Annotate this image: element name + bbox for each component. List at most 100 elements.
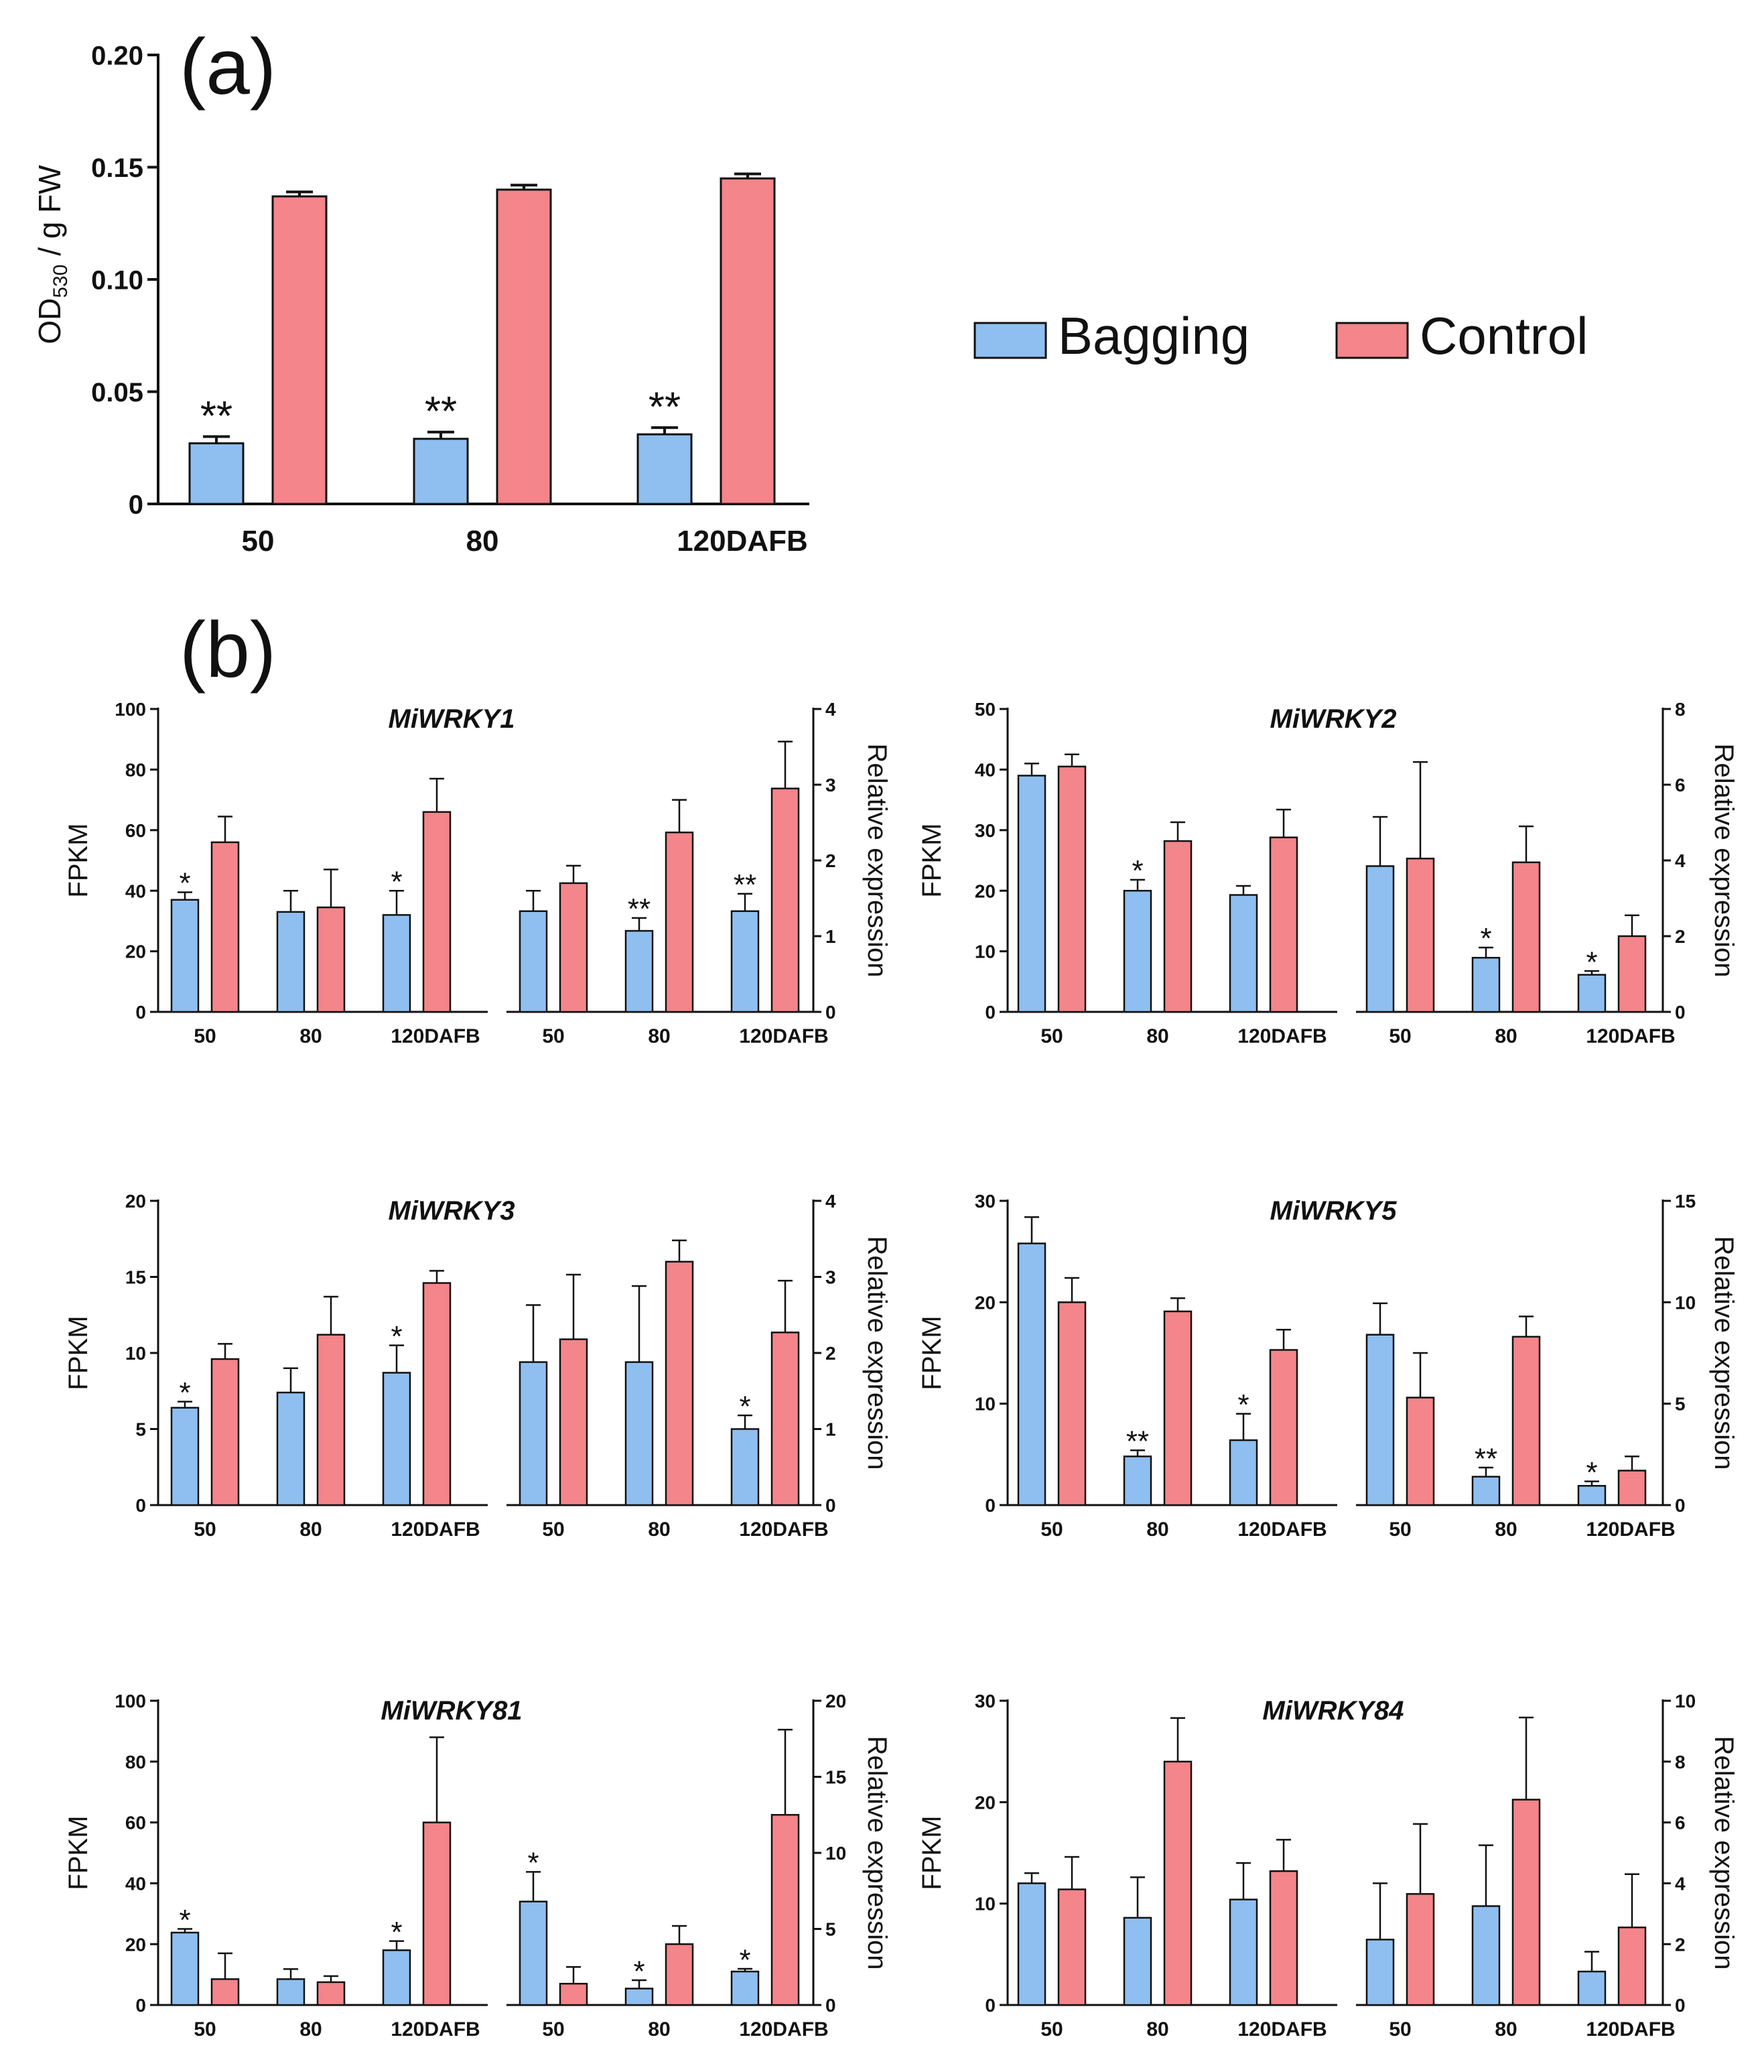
- relative-y-tick-label: 3: [825, 775, 836, 795]
- panel-a-y-tick-label: 0: [129, 490, 143, 519]
- relative-y-tick-label: 10: [825, 1843, 846, 1864]
- relative-bar-bagging: [519, 1900, 548, 2006]
- fpkm-y-tick-label: 20: [125, 1934, 146, 1955]
- relative-significance-mark: *: [739, 1390, 750, 1423]
- relative-category-label: 120DAFB: [739, 2018, 828, 2041]
- fpkm-category-label: 120DAFB: [1237, 1025, 1327, 1047]
- fpkm-y-tick-label: 0: [135, 1495, 146, 1516]
- fpkm-bar-control: [1269, 836, 1298, 1013]
- relative-y-tick-label: 0: [1675, 1495, 1686, 1516]
- fpkm-bar-control: [210, 1358, 240, 1506]
- panel-a-y-axis-label: OD530 / g FW: [32, 165, 72, 344]
- relative-category-label: 80: [648, 1025, 670, 1047]
- relative-significance-mark: *: [527, 1847, 539, 1880]
- fpkm-category-label: 120DAFB: [391, 1518, 480, 1541]
- fpkm-y-tick-label: 0: [985, 1495, 996, 1516]
- fpkm-axis-label: FPKM: [64, 823, 93, 897]
- relative-bar-bagging: [519, 910, 548, 1013]
- fpkm-y-tick-label: 60: [125, 820, 146, 841]
- relative-bar-bagging: [1471, 956, 1501, 1013]
- fpkm-category-label: 80: [299, 1518, 322, 1541]
- panel-a-bar-control: [496, 188, 552, 505]
- fpkm-axis-label: FPKM: [917, 1315, 947, 1390]
- relative-bar-bagging: [624, 1361, 654, 1506]
- relative-significance-mark: *: [1586, 946, 1597, 978]
- fpkm-y-tick-label: 50: [975, 699, 996, 720]
- relative-bar-control: [1511, 1799, 1541, 2006]
- fpkm-bar-bagging: [382, 914, 411, 1013]
- fpkm-category-label: 50: [194, 1518, 216, 1541]
- gene-title: MiWRKY81: [381, 1696, 522, 1726]
- relative-y-tick-label: 1: [825, 926, 836, 947]
- relative-significance-mark: **: [628, 893, 651, 925]
- relative-significance-mark: **: [734, 868, 756, 901]
- relative-expression-axis-label: Relative expression: [1709, 1736, 1739, 1969]
- fpkm-bar-control: [1163, 1310, 1193, 1506]
- relative-bar-control: [665, 1943, 694, 2006]
- relative-bar-control: [1511, 1336, 1541, 1506]
- relative-significance-mark: *: [739, 1943, 750, 1976]
- fpkm-y-tick-label: 30: [975, 1191, 996, 1212]
- fpkm-y-tick-label: 20: [975, 1792, 996, 1813]
- panel-a-bar-control: [271, 195, 328, 505]
- fpkm-axis-label: FPKM: [64, 1815, 93, 1890]
- fpkm-category-label: 50: [1040, 2018, 1063, 2041]
- relative-bar-bagging: [1365, 865, 1395, 1013]
- fpkm-y-tick-label: 30: [975, 1691, 996, 1711]
- fpkm-y-tick-label: 10: [975, 1394, 996, 1415]
- relative-bar-bagging: [1577, 974, 1607, 1013]
- fpkm-significance-mark: *: [179, 1904, 190, 1937]
- fpkm-axis-label: FPKM: [917, 1815, 947, 1890]
- relative-category-label: 120DAFB: [1586, 2018, 1675, 2041]
- fpkm-category-label: 80: [299, 2018, 322, 2041]
- panel-a: 0 0.05 0.10 0.15 0.20 ** ** ** 50 80 120DAFB (a) OD5…: [32, 23, 809, 558]
- relative-bar-control: [1511, 861, 1541, 1013]
- fpkm-y-tick-label: 0: [985, 1002, 996, 1023]
- panel-a-bar-bagging: [413, 438, 469, 505]
- relative-bar-control: [665, 831, 694, 1013]
- fpkm-bar-control: [1163, 840, 1193, 1013]
- fpkm-y-tick-label: 10: [975, 942, 996, 962]
- panel-a-bar-bagging: [188, 442, 245, 505]
- relative-expression-axis-label: Relative expression: [862, 1236, 892, 1470]
- relative-y-tick-label: 1: [825, 1419, 836, 1440]
- legend: Bagging Control: [973, 306, 1588, 365]
- fpkm-y-tick-label: 20: [125, 942, 146, 962]
- relative-y-tick-label: 2: [825, 1343, 836, 1364]
- legend-label-control: Control: [1420, 306, 1588, 365]
- relative-category-label: 80: [1495, 1518, 1517, 1541]
- relative-category-label: 120DAFB: [739, 1518, 828, 1541]
- panel-a-category-label: 50: [242, 525, 275, 558]
- relative-category-label: 50: [542, 1518, 564, 1541]
- fpkm-category-label: 80: [1146, 1025, 1168, 1047]
- fpkm-y-tick-label: 40: [125, 1873, 146, 1894]
- relative-bar-bagging: [1365, 1334, 1395, 1506]
- fpkm-y-tick-label: 5: [135, 1419, 146, 1440]
- relative-category-label: 80: [648, 1518, 670, 1541]
- fpkm-bar-bagging: [1229, 1439, 1258, 1506]
- y-label-rest: / g FW: [32, 165, 67, 265]
- relative-y-tick-label: 8: [1675, 1752, 1686, 1772]
- relative-y-tick-label: 0: [1675, 1002, 1686, 1023]
- gene-title: MiWRKY84: [1262, 1696, 1404, 1726]
- fpkm-bar-bagging: [170, 1931, 200, 2006]
- relative-y-tick-label: 6: [1675, 775, 1686, 795]
- relative-bar-bagging: [730, 910, 760, 1013]
- fpkm-significance-mark: *: [391, 865, 402, 898]
- relative-bar-control: [1406, 857, 1435, 1013]
- fpkm-bar-bagging: [1017, 775, 1046, 1013]
- relative-y-tick-label: 6: [1675, 1813, 1686, 1833]
- fpkm-bar-bagging: [1123, 1917, 1152, 2006]
- fpkm-bar-bagging: [276, 911, 306, 1013]
- relative-bar-control: [770, 787, 800, 1013]
- relative-bar-control: [559, 1982, 588, 2006]
- panel-a-label: (a): [180, 23, 276, 111]
- relative-significance-mark: *: [1586, 1456, 1597, 1489]
- fpkm-bar-control: [1057, 765, 1087, 1013]
- relative-bar-bagging: [1471, 1905, 1501, 2006]
- fpkm-y-tick-label: 20: [975, 881, 996, 901]
- relative-bar-control: [1617, 1926, 1647, 2006]
